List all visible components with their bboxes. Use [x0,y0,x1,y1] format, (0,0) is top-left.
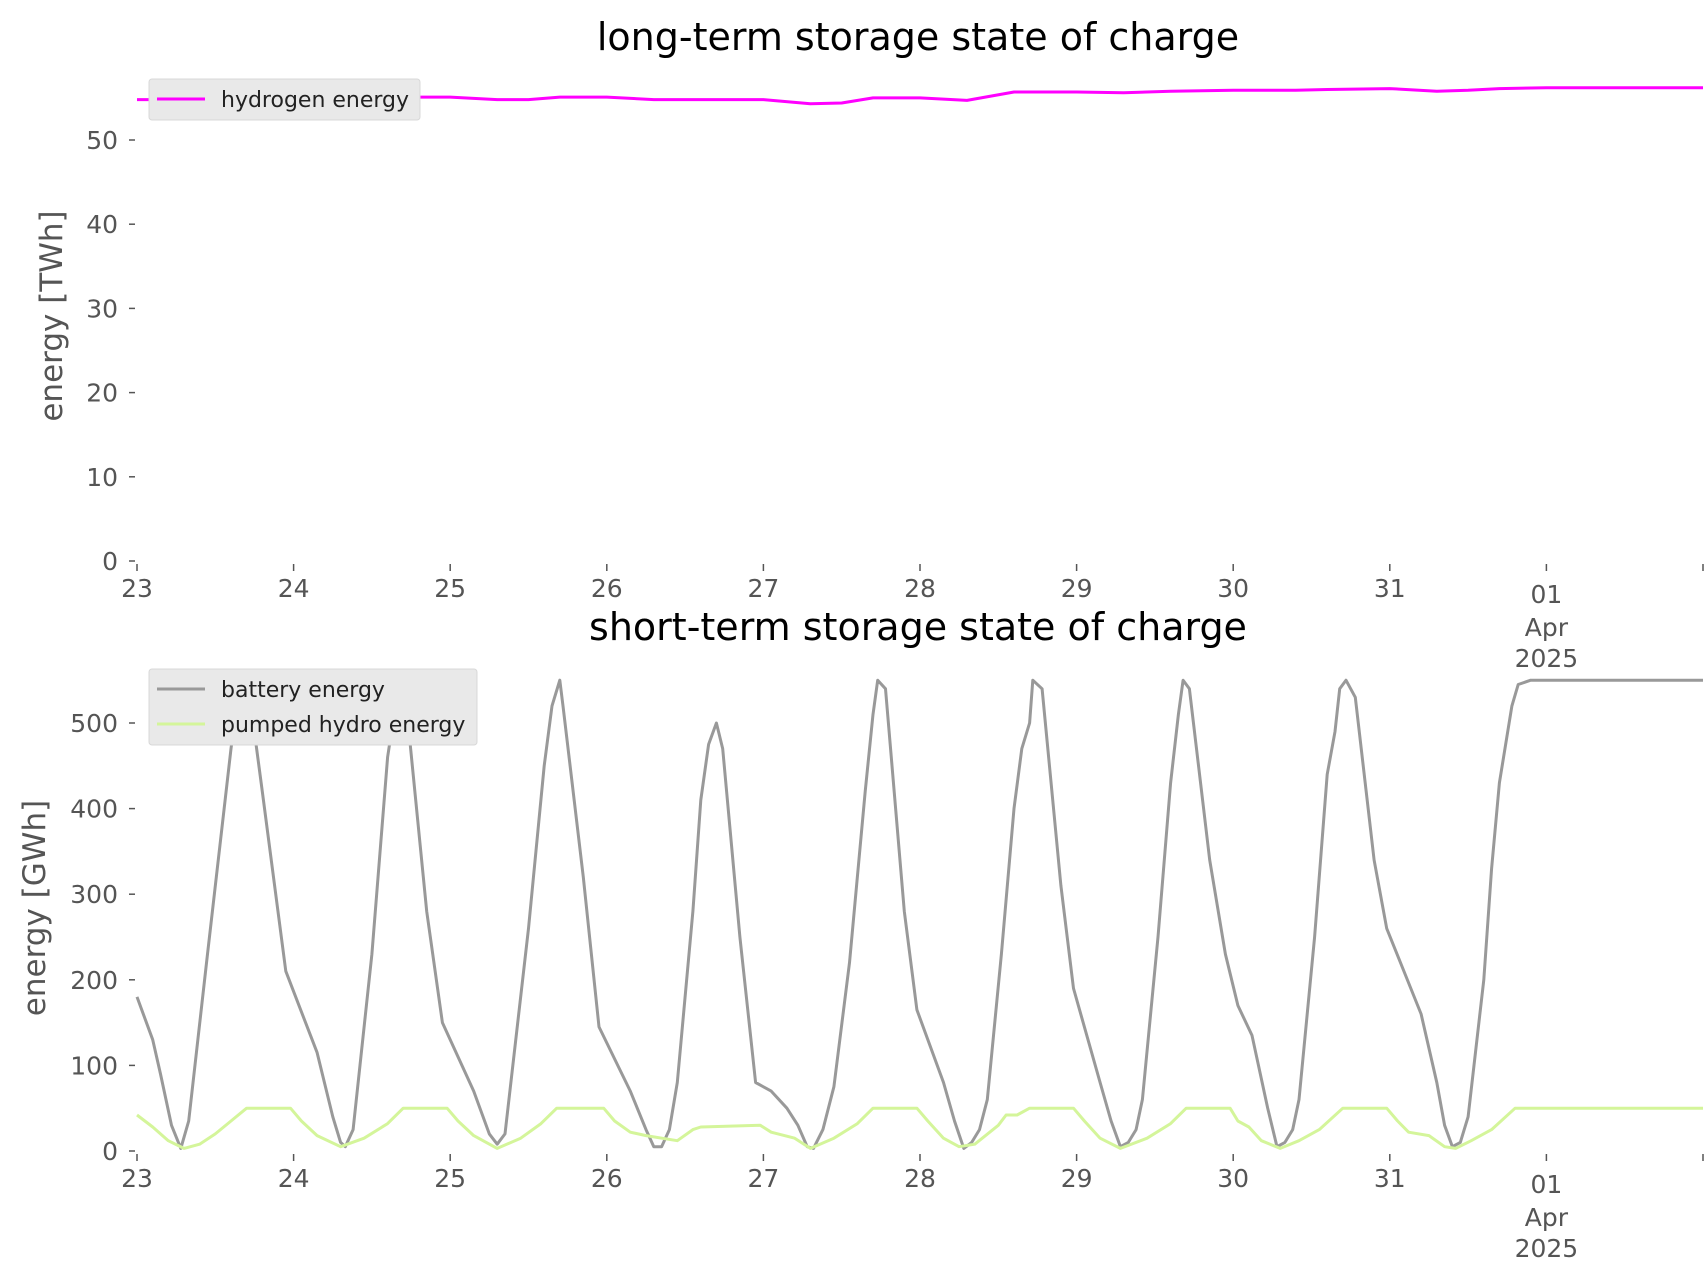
series-line-pumped-hydro-energy [136,1106,1703,1150]
series-lines [137,86,1703,106]
x-tick-year-label: 2025 [1515,1234,1579,1263]
x-tick-label: 01 [1530,580,1562,609]
x-tick-month-label: Apr [1525,1203,1569,1232]
chart-title: long-term storage state of charge [597,15,1239,59]
y-ticks: 0 10 20 30 40 50 [86,126,135,576]
y-tick-label: 300 [70,880,118,909]
y-tick-label: 500 [70,709,118,738]
x-tick-label: 26 [591,574,623,603]
y-tick-label: 0 [102,547,118,576]
series-line-hydrogen-energy [137,86,1703,106]
y-tick-label: 20 [86,379,118,408]
series-line-battery-energy [135,678,1703,1150]
legend-entry: pumped hydro energy [221,713,465,738]
x-tick-label: 30 [1217,1164,1249,1193]
x-tick-label: 27 [747,574,779,603]
y-tick-label: 100 [70,1051,118,1080]
x-tick-label: 01 [1530,1170,1562,1199]
x-tick-label: 31 [1374,1164,1406,1193]
x-tick-label: 24 [278,574,310,603]
x-tick-label: 25 [434,1164,466,1193]
x-tick-label: 28 [904,574,936,603]
y-tick-label: 30 [86,294,118,323]
series-lines [135,678,1703,1150]
y-tick-label: 0 [102,1137,118,1166]
legend-entry: battery energy [221,678,385,703]
y-axis-label: energy [TWh] [34,210,70,421]
x-tick-label: 24 [278,1164,310,1193]
y-tick-label: 40 [86,210,118,239]
legend-box [148,78,421,121]
x-tick-label: 29 [1061,1164,1093,1193]
x-tick-label: 28 [904,1164,936,1193]
x-tick-label: 29 [1061,574,1093,603]
long-term-storage-panel: long-term storage state of charge energy… [34,15,1704,673]
x-tick-label: 25 [434,574,466,603]
x-tick-label: 23 [121,574,153,603]
short-term-storage-panel: short-term storage state of charge energ… [17,605,1704,1263]
y-tick-label: 200 [70,966,118,995]
y-tick-label: 50 [86,126,118,155]
x-tick-month-label: Apr [1525,613,1569,642]
legend-box [148,668,478,746]
x-tick-label: 30 [1217,574,1249,603]
y-ticks: 0 100 200 300 400 500 [70,709,135,1166]
y-axis-label: energy [GWh] [17,800,53,1016]
x-tick-year-label: 2025 [1515,644,1579,673]
y-tick-label: 400 [70,795,118,824]
x-tick-label: 26 [591,1164,623,1193]
x-tick-label: 31 [1374,574,1406,603]
legend: battery energy pumped hydro energy [148,668,478,746]
x-tick-label: 23 [121,1164,153,1193]
legend: hydrogen energy [148,78,421,121]
y-tick-label: 10 [86,463,118,492]
x-tick-label: 27 [747,1164,779,1193]
legend-entry: hydrogen energy [221,88,409,113]
chart-title: short-term storage state of charge [589,605,1247,649]
